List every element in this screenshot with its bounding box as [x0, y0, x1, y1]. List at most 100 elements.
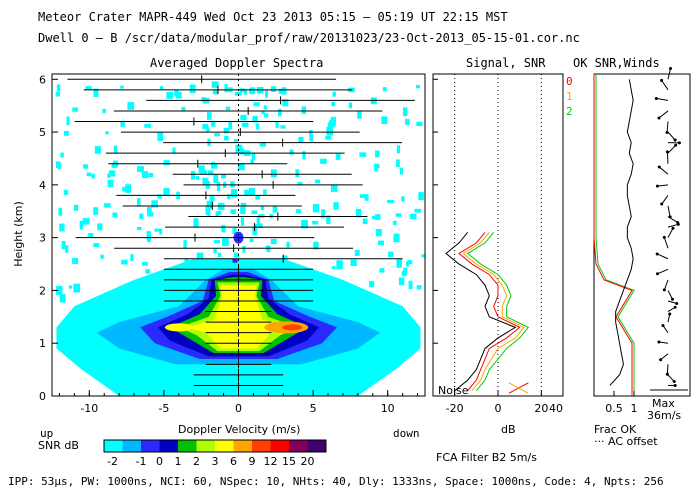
spectra-noise-patch: [120, 121, 125, 127]
spectra-noise-patch: [401, 196, 405, 202]
colorbar-tick-label: -1: [136, 455, 147, 468]
colorbar-swatch-7: [233, 440, 252, 452]
spectra-noise-patch: [55, 91, 60, 97]
spectra-noise-patch: [302, 151, 306, 160]
spectra-noise-patch: [148, 172, 154, 177]
spectra-noise-patch: [335, 153, 341, 160]
wind-arrow-head-7: [673, 305, 677, 309]
wind-arrow-head-14: [671, 226, 675, 230]
colorbar-tick-label: 12: [264, 455, 278, 468]
spectra-noise-patch: [196, 175, 200, 180]
snr-x-tick-label: 20: [534, 402, 548, 415]
spectra-noise-patch: [223, 127, 230, 134]
spectra-noise-patch: [301, 106, 307, 114]
spectra-noise-patch: [326, 215, 331, 224]
spectra-noise-patch: [189, 84, 196, 93]
spectra-noise-patch: [325, 135, 332, 140]
spectra-noise-patch: [314, 179, 321, 184]
spectra-noise-patch: [166, 91, 173, 99]
spectra-noise-patch: [201, 97, 207, 102]
spectra-noise-patch: [56, 285, 63, 295]
spectra-noise-patch: [264, 113, 269, 118]
wind-arrow-head-11: [655, 272, 659, 276]
spectra-noise-patch: [59, 294, 66, 303]
spectra-noise-patch: [240, 207, 246, 215]
ac-offset-label: ··· AC offset: [594, 435, 658, 448]
snr-x-tick-label-40: 40: [549, 402, 563, 415]
frac-ok-line-green: [595, 74, 635, 396]
spectra-noise-patch: [295, 209, 301, 214]
spectra-noise-patch: [125, 184, 132, 193]
spectra-noise-patch: [63, 130, 69, 136]
colorbar-swatch-8: [252, 440, 271, 452]
wind-arrow-13: [663, 237, 669, 249]
wind-arrow-head-25: [665, 131, 669, 135]
spectra-noise-patch: [297, 181, 303, 186]
spectra-noise-patch: [336, 260, 343, 270]
wind-arrow-15: [667, 223, 679, 228]
spectra-noise-patch: [60, 152, 64, 158]
spectra-noise-patch: [320, 158, 327, 164]
x-tick-label: 0: [235, 402, 242, 415]
spectra-noise-patch: [68, 285, 73, 289]
colorbar-tick-label: -2: [107, 455, 118, 468]
spectra-noise-patch: [332, 91, 336, 97]
spectra-noise-patch: [141, 261, 148, 266]
spectra-noise-patch: [59, 223, 65, 232]
ok-frame: [593, 73, 691, 397]
header-title: Meteor Crater MAPR-449 Wed Oct 23 2013 0…: [38, 10, 508, 24]
spectra-noise-patch: [240, 217, 245, 226]
wind-arrow-3: [660, 353, 669, 361]
spectra-noise-patch: [256, 123, 260, 130]
spectra-noise-patch: [309, 129, 313, 138]
spectra-noise-patch: [196, 252, 204, 260]
spectra-noise-patch: [375, 214, 381, 220]
wind-arrow-head-10: [662, 288, 666, 292]
y-tick-label: 5: [39, 126, 46, 139]
spectra-noise-patch: [256, 223, 263, 229]
spectra-noise-patch: [271, 86, 277, 93]
wind-arrow-27: [656, 98, 669, 101]
wind-arrow-17: [667, 205, 671, 217]
spectra-noise-patch: [146, 237, 151, 242]
spectra-noise-patch: [206, 128, 210, 133]
spectra-noise-patch: [210, 195, 215, 201]
colorbar-label: SNR dB: [38, 439, 79, 452]
spectra-noise-patch: [213, 240, 221, 244]
spectra-noise-patch: [112, 212, 118, 218]
spectra-noise-patch: [181, 106, 186, 112]
colorbar-swatch-1: [122, 440, 141, 452]
wind-arrow-head-27: [654, 97, 658, 101]
spectra-noise-patch: [183, 240, 187, 249]
spectra-noise-patch: [221, 224, 226, 233]
spectra-noise-patch: [111, 163, 118, 168]
x-tick-label: 10: [381, 402, 395, 415]
spectra-noise-patch: [56, 162, 62, 168]
spectra-noise-patch: [86, 172, 92, 177]
signal-profile: [445, 232, 517, 392]
wind-arrow-head-6: [668, 312, 672, 316]
spectra-noise-patch: [275, 121, 279, 128]
wind-arrow-head-9: [670, 297, 674, 301]
wind-arrow-11: [657, 268, 669, 275]
spectra-noise-patch: [157, 132, 164, 141]
spectra-noise-patch: [137, 198, 141, 207]
noise-label: Noise: [438, 384, 469, 397]
spectra-noise-patch: [252, 227, 257, 236]
spectra-noise-patch: [224, 136, 229, 141]
wind-arrow-head-26: [657, 116, 661, 120]
spectra-noise-patch: [401, 270, 407, 277]
spectra-noise-patch: [359, 194, 367, 198]
spectra-noise-patch: [414, 208, 422, 213]
spectra-noise-patch: [93, 88, 99, 97]
colorbar-tick-label: 20: [301, 455, 315, 468]
wind-arrow-19: [657, 184, 669, 187]
spectra-noise-patch: [230, 209, 236, 214]
spectra-core-yellow: [164, 323, 193, 332]
y-tick-label: 2: [39, 284, 46, 297]
spectra-noise-patch: [230, 189, 238, 198]
spectra-noise-patch: [381, 116, 388, 124]
spectra-noise-patch: [280, 125, 286, 129]
spectra-noise-patch: [227, 194, 231, 200]
